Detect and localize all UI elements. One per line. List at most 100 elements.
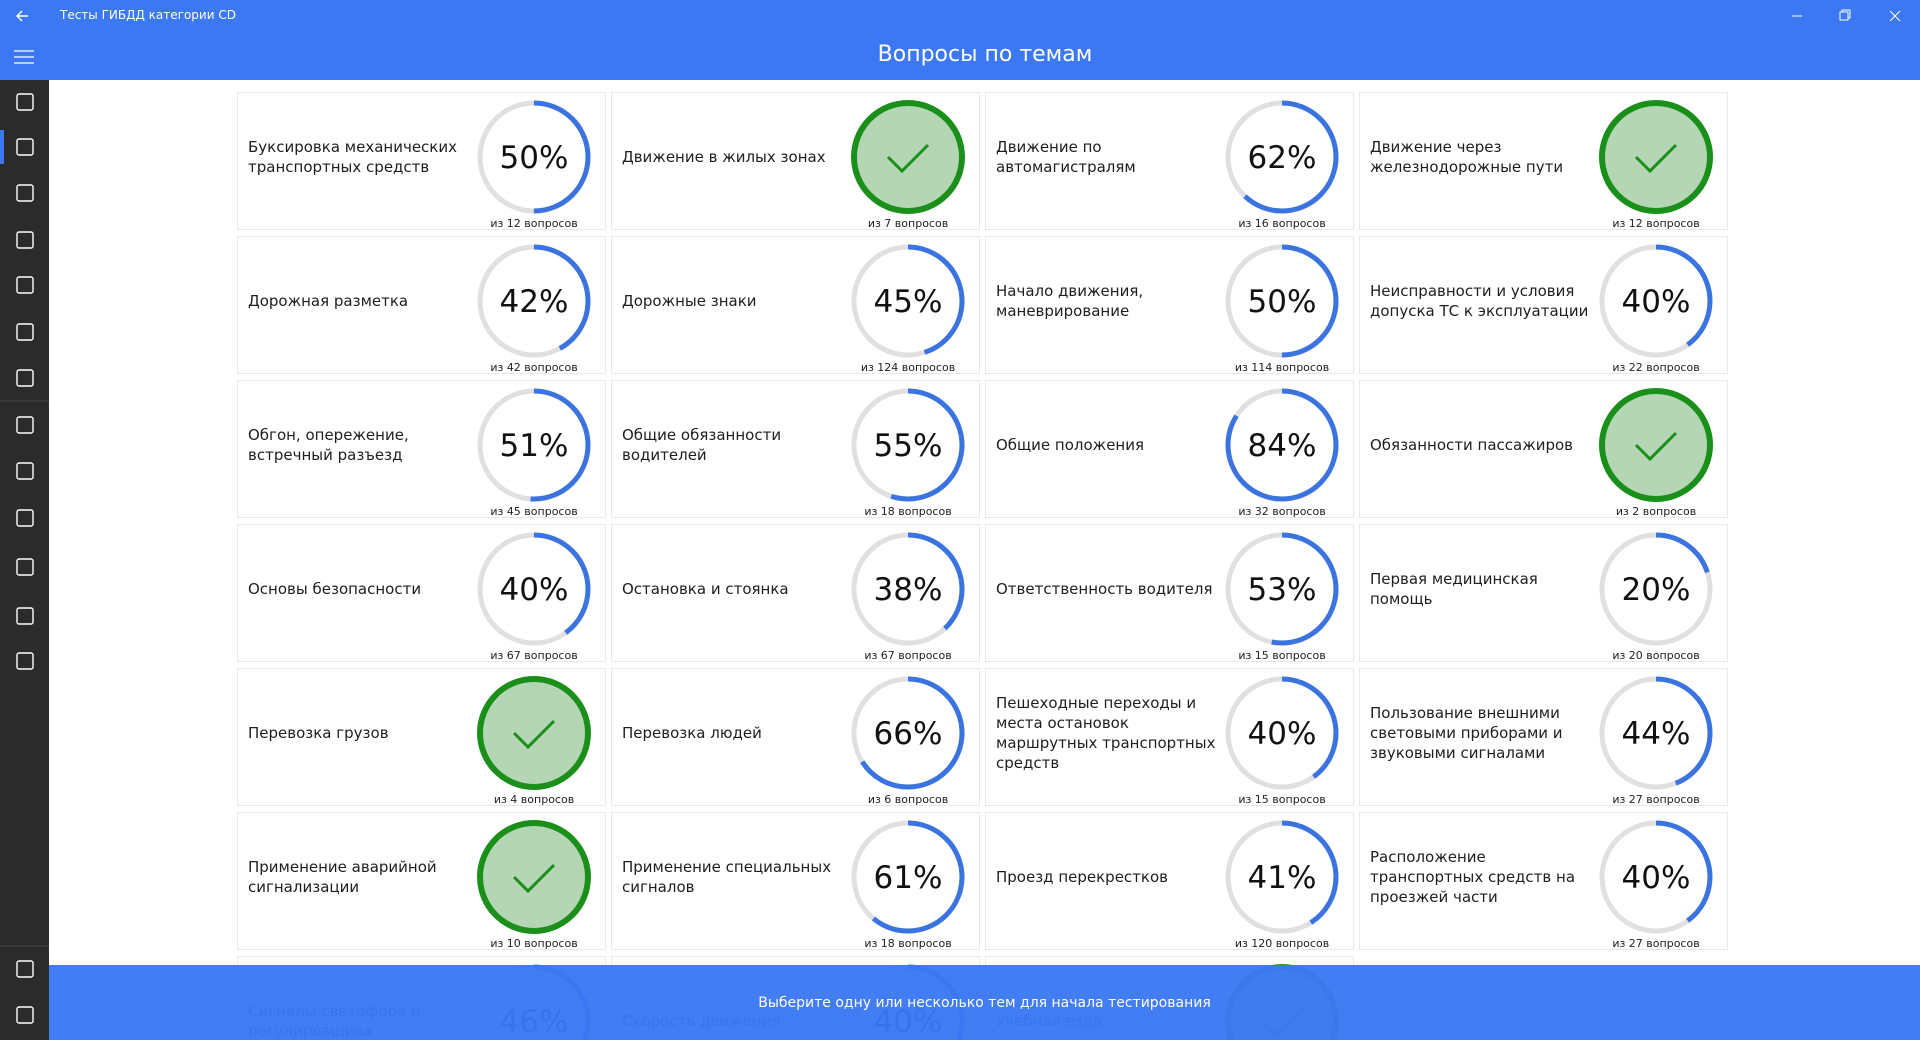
progress-ring <box>1599 388 1713 502</box>
topic-card[interactable]: Начало движения, маневрирование 50% из 114… <box>985 236 1354 374</box>
question-count: из 4 вопросов <box>493 793 575 806</box>
topic-name: Общие обязанности водителей <box>622 426 782 464</box>
question-count: из 6 вопросов <box>867 793 949 806</box>
topic-name: Общие положения <box>996 436 1145 454</box>
topic-card[interactable]: Обгон, опережение, встречный разъезд 51% и… <box>237 380 606 518</box>
topic-card[interactable]: Движение по автомагистралям 62% из 16 вопр… <box>985 92 1354 230</box>
topic-card[interactable]: Остановка и стоянка 38% из 67 вопросов <box>611 524 980 662</box>
nav-icon-shape <box>16 652 34 670</box>
nav-icon[interactable] <box>16 1006 34 1024</box>
nav-icon[interactable] <box>16 558 34 576</box>
topic-name: Пользование внешними световыми приборами… <box>1370 704 1563 762</box>
nav-icon[interactable] <box>16 323 34 341</box>
progress-ring: 66% <box>851 676 965 790</box>
topic-card[interactable]: Неисправности и условия допуска ТС к экс… <box>1359 236 1728 374</box>
progress-ring: 40% <box>1599 820 1713 934</box>
topic-card[interactable]: Перевозка грузов из 4 вопросов <box>237 668 606 806</box>
topic-card[interactable]: Первая медицинская помощь 20% из 20 вопрос… <box>1359 524 1728 662</box>
topic-name: Расположение транспортных средств на про… <box>1370 848 1576 906</box>
nav-icon[interactable] <box>16 652 34 670</box>
nav-icon[interactable] <box>16 462 34 480</box>
topic-name: Обязанности пассажиров <box>1370 436 1574 454</box>
topic-name: Дорожные знаки <box>622 292 757 310</box>
topic-card[interactable]: Пользование внешними световыми приборами… <box>1359 668 1728 806</box>
ring-progress <box>1225 388 1339 502</box>
topic-name: Пешеходные переходы и места остановок ма… <box>996 694 1216 772</box>
progress-ring: 20% <box>1599 532 1713 646</box>
progress-ring: 41% <box>1225 820 1339 934</box>
sidebar-icons <box>0 93 49 1024</box>
nav-icon-shape <box>16 184 34 202</box>
checkmark <box>1634 143 1678 174</box>
topic-name: Неисправности и условия допуска ТС к экс… <box>1370 282 1589 320</box>
topic-name: Ответственность водителя <box>996 580 1213 598</box>
progress-ring: 42% <box>477 244 591 358</box>
nav-icon-shape <box>16 509 34 527</box>
progress-ring: 40% <box>1599 244 1713 358</box>
checkmark <box>512 719 556 750</box>
percent-label: 61% <box>874 860 943 896</box>
topic-name: Применение аварийной сигнализации <box>248 858 437 896</box>
topic-name: Проезд перекрестков <box>996 868 1168 886</box>
topic-name: Применение специальных сигналов <box>622 858 832 896</box>
nav-icon-shape <box>16 960 34 978</box>
progress-ring: 84% <box>1225 388 1339 502</box>
ring-progress <box>477 100 591 214</box>
progress-ring <box>1599 100 1713 214</box>
checkmark <box>1634 431 1678 462</box>
question-count: из 2 вопросов <box>1615 505 1697 518</box>
window-controls[interactable] <box>1790 8 1910 24</box>
topic-card[interactable]: Перевозка людей 66% из 6 вопросов <box>611 668 980 806</box>
percent-label: 40% <box>500 572 569 608</box>
checkmark <box>512 863 556 894</box>
topic-card[interactable]: Дорожные знаки 45% из 124 вопросов <box>611 236 980 374</box>
topic-card[interactable]: Применение аварийной сигнализации из 10 в… <box>237 812 606 950</box>
question-count: из 7 вопросов <box>867 217 949 230</box>
topic-card[interactable]: Проезд перекрестков 41% из 120 вопросов <box>985 812 1354 950</box>
nav-icon[interactable] <box>16 184 34 202</box>
nav-icon[interactable] <box>16 369 34 387</box>
topic-card[interactable]: Обязанности пассажиров из 2 вопросов <box>1359 380 1728 518</box>
topic-card[interactable]: Пешеходные переходы и места остановок ма… <box>985 668 1354 806</box>
menu-button[interactable] <box>14 50 34 64</box>
question-count: из 20 вопросов <box>1612 649 1700 662</box>
footer-hint: Выберите одну или несколько тем для нача… <box>49 965 1920 1040</box>
topic-card[interactable]: Движение через железнодорожные пути из 12… <box>1359 92 1728 230</box>
ring-progress <box>851 676 965 790</box>
topic-name: Движение в жилых зонах <box>622 148 826 166</box>
nav-icon[interactable] <box>16 960 34 978</box>
nav-icon[interactable] <box>16 138 34 156</box>
topic-card[interactable]: Движение в жилых зонах из 7 вопросов <box>611 92 980 230</box>
topic-name: Движение через железнодорожные пути <box>1370 138 1564 176</box>
topic-card[interactable]: Дорожная разметка 42% из 42 вопросов <box>237 236 606 374</box>
topic-card[interactable]: Ответственность водителя 53% из 15 вопросо… <box>985 524 1354 662</box>
topic-card[interactable]: Буксировка механических транспортных сре… <box>237 92 606 230</box>
nav-icon[interactable] <box>16 93 34 111</box>
ring-progress <box>477 244 591 358</box>
topic-card[interactable]: Расположение транспортных средств на про… <box>1359 812 1728 950</box>
nav-icon[interactable] <box>16 607 34 625</box>
progress-ring: 44% <box>1599 676 1713 790</box>
percent-label: 20% <box>1622 572 1691 608</box>
nav-icon[interactable] <box>16 509 34 527</box>
topic-card[interactable]: Общие положения 84% из 32 вопросов <box>985 380 1354 518</box>
topic-name: Дорожная разметка <box>248 292 409 310</box>
back-button[interactable] <box>14 8 30 24</box>
topic-name: Перевозка людей <box>622 724 762 742</box>
percent-label: 53% <box>1248 572 1317 608</box>
topic-name: Остановка и стоянка <box>622 580 789 598</box>
title-bar: Тесты ГИБДД категории CD <box>0 0 1920 32</box>
topic-card[interactable]: Основы безопасности 40% из 67 вопросов <box>237 524 606 662</box>
nav-icon-shape <box>16 416 34 434</box>
nav-icon[interactable] <box>16 276 34 294</box>
nav-icon-shape <box>16 276 34 294</box>
topic-card[interactable]: Применение специальных сигналов 61% из 18 … <box>611 812 980 950</box>
topic-card[interactable]: Общие обязанности водителей 55% из 18 вопр… <box>611 380 980 518</box>
question-count: из 114 вопросов <box>1234 361 1330 374</box>
nav-icon[interactable] <box>16 231 34 249</box>
ring-progress <box>851 388 965 502</box>
question-count: из 12 вопросов <box>1612 217 1700 230</box>
nav-icon[interactable] <box>16 416 34 434</box>
ring-progress <box>851 532 965 646</box>
